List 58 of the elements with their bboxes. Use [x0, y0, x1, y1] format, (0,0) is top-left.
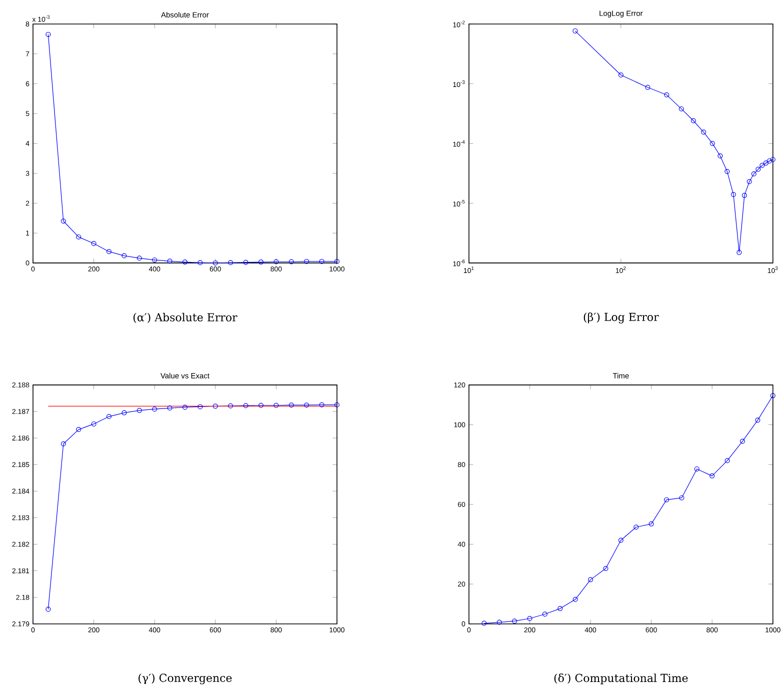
point: [167, 406, 172, 411]
point: [243, 260, 248, 265]
point: [60, 218, 66, 224]
point: [634, 524, 639, 530]
point: [198, 404, 203, 410]
point: [755, 418, 760, 423]
point: [228, 260, 234, 266]
point: [167, 258, 172, 264]
point: [496, 620, 502, 625]
point: [740, 438, 745, 444]
point: [258, 260, 264, 265]
point: [136, 256, 142, 261]
point: [106, 249, 112, 254]
text: (β′) Log Error: [584, 312, 659, 324]
point: [122, 410, 127, 416]
point: [648, 521, 654, 526]
point: [694, 466, 700, 472]
point: [122, 253, 127, 258]
point: [91, 422, 96, 427]
point: [212, 260, 218, 266]
point: [152, 258, 158, 263]
point: [228, 403, 234, 408]
point: [60, 441, 66, 446]
point: [319, 259, 324, 264]
point: [106, 414, 112, 420]
point: [542, 612, 548, 617]
point: [304, 402, 310, 408]
point: [512, 618, 518, 624]
point: [288, 402, 294, 408]
point: [304, 259, 310, 264]
point: [558, 606, 563, 612]
point: [664, 497, 669, 502]
point: [212, 404, 218, 409]
point: [274, 259, 279, 264]
point: [588, 577, 594, 582]
point: [182, 260, 188, 265]
point: [618, 538, 624, 543]
point: [288, 259, 294, 264]
point: [91, 241, 96, 246]
text: (δ′) Computational Time: [554, 674, 688, 684]
point: [76, 234, 82, 240]
point: [724, 458, 730, 464]
point: [274, 402, 279, 408]
point: [603, 566, 608, 572]
point: [572, 596, 578, 602]
point: [243, 403, 248, 408]
point: [136, 408, 142, 413]
point: [76, 427, 82, 432]
text: (α′) Absolute Error: [133, 312, 238, 324]
text: (γ′) Convergence: [138, 674, 232, 684]
point: [182, 404, 188, 410]
point: [710, 473, 715, 478]
point: [679, 495, 684, 500]
point: [319, 402, 324, 408]
point: [258, 402, 264, 408]
point: [527, 616, 532, 622]
point: [152, 406, 158, 412]
point: [198, 260, 203, 266]
